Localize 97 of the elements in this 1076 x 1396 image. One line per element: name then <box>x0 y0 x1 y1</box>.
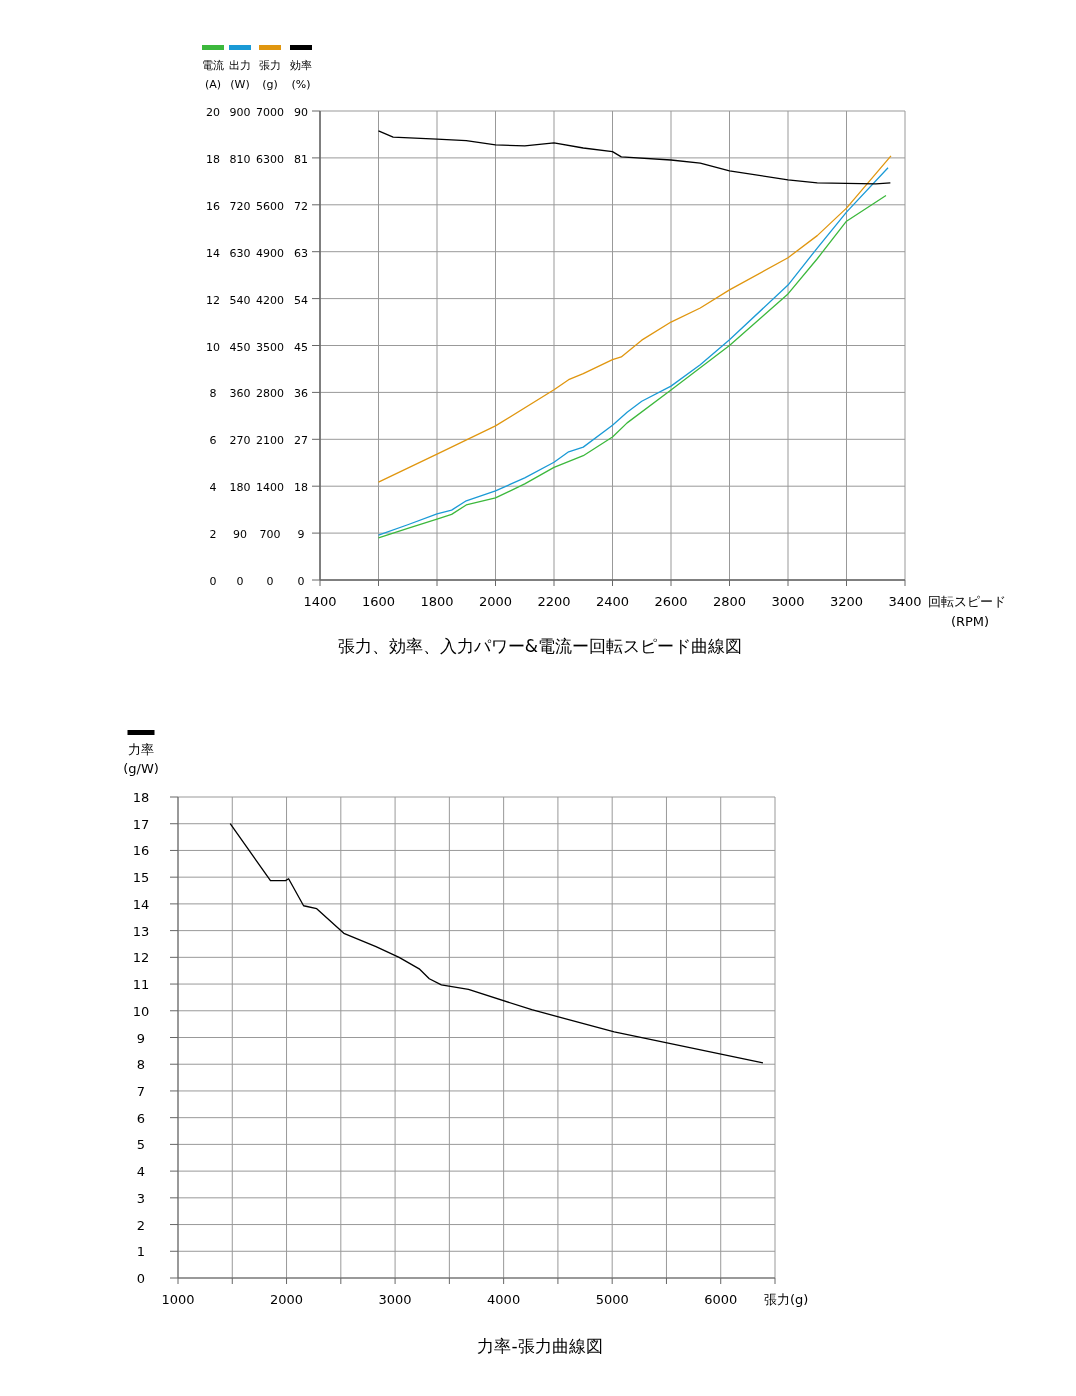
x-tick-label: 1800 <box>420 594 454 609</box>
x-tick-label: 3000 <box>378 1292 412 1307</box>
x-tick-label: 6000 <box>704 1292 738 1307</box>
y-tick-label: 90 <box>294 106 308 119</box>
x-axis-title: 回転スピード (RPM) <box>928 594 1006 629</box>
y-tick-label: 81 <box>294 152 308 166</box>
y-tick-label: 10 <box>206 340 220 354</box>
y-tick-label: 6 <box>136 1110 146 1126</box>
y-tick-label: 36 <box>294 387 308 401</box>
y2-tick-label: 4900 <box>256 246 284 260</box>
y-tick-label: 17 <box>132 816 150 832</box>
y-tick-label: 27 <box>294 434 308 448</box>
y-tick-label: 10 <box>132 1003 150 1019</box>
y-tick-label: 15 <box>132 870 150 886</box>
y2-tick-label: 4200 <box>256 293 284 307</box>
y2-tick-label: 2100 <box>256 434 284 448</box>
y-tick-label: 9 <box>136 1030 146 1046</box>
x-tick-label: 4000 <box>487 1292 521 1307</box>
y3-tick-label: 360 <box>229 387 251 401</box>
x-tick-label: 1400 <box>303 594 337 609</box>
y-tick-label: 12 <box>206 293 220 307</box>
x-tick-label: 3400 <box>888 594 922 609</box>
y-tick-label: 6 <box>209 434 217 448</box>
y-tick-label: 14 <box>206 246 220 260</box>
text: 張力、効率、入力パワー&電流ー回転スピード曲線図 <box>337 636 743 656</box>
y2-tick-label: 7000 <box>256 106 284 119</box>
y-tick-label: 0 <box>136 1271 146 1286</box>
y3-tick-label: 900 <box>229 106 251 119</box>
y-tick-label: 0 <box>209 575 217 588</box>
y-tick-label: 18 <box>132 790 150 805</box>
y-tick-label: 72 <box>294 199 308 213</box>
x-axis-title: 張力(g) <box>764 1292 809 1307</box>
y-axis-title: (%) <box>291 78 311 91</box>
text: 力率-張力曲線図 <box>477 1336 603 1356</box>
y-tick-label: 5 <box>136 1137 146 1153</box>
y-tick-label: 8 <box>209 387 217 401</box>
y-tick-label: 54 <box>294 293 308 307</box>
y-tick-label: 9 <box>297 528 305 542</box>
y-tick-label: 16 <box>132 843 150 859</box>
y-tick-label: 0 <box>297 575 305 588</box>
y-tick-label: 13 <box>132 923 150 939</box>
y-tick-label: 20 <box>206 106 220 119</box>
line-series <box>377 130 892 185</box>
x-tick-label: 1600 <box>361 594 396 609</box>
x-tick-label: 2600 <box>654 594 688 609</box>
legend-label: 電流 <box>202 59 224 72</box>
y2-tick-label: 1400 <box>256 481 284 495</box>
y-tick-label: 63 <box>294 246 308 260</box>
y3-tick-label: 270 <box>229 434 251 448</box>
line-series <box>377 155 892 483</box>
x-tick-label: 2200 <box>537 594 571 609</box>
y-tick-label: 7 <box>136 1083 146 1099</box>
y-tick-label: 18 <box>294 481 308 495</box>
y2-tick-label: 2800 <box>256 387 284 401</box>
y-tick-label: 2 <box>209 528 217 542</box>
y3-tick-label: 450 <box>229 340 251 354</box>
y2-tick-label: 700 <box>259 528 281 542</box>
line-series <box>229 823 764 1064</box>
y3-tick-label: 720 <box>229 199 251 213</box>
y-tick-label: 16 <box>206 199 220 213</box>
x-tick-label: 2000 <box>270 1292 304 1307</box>
y-tick-label: 11 <box>132 977 150 993</box>
x-tick-label: 2800 <box>712 594 747 609</box>
y2-tick-label: 3500 <box>256 340 284 354</box>
y-axis-title: (g/W) <box>123 761 159 776</box>
legend-label: 効率 <box>290 59 312 72</box>
y-tick-label: 8 <box>136 1057 146 1073</box>
legend-label: 張力 <box>259 59 281 72</box>
y-tick-label: 14 <box>132 896 150 912</box>
y-axis-title: (A) <box>204 78 222 91</box>
x-tick-label: 5000 <box>595 1292 629 1307</box>
x-tick-label: 1000 <box>161 1292 195 1307</box>
x-tick-label: 2400 <box>595 594 630 609</box>
y3-axis-title: (W) <box>230 78 250 91</box>
y3-tick-label: 180 <box>229 481 251 495</box>
y-tick-label: 12 <box>132 950 150 966</box>
y2-tick-label: 5600 <box>256 199 284 213</box>
y-tick-label: 45 <box>294 340 308 354</box>
y3-tick-label: 0 <box>236 575 244 588</box>
x-tick-label: 3200 <box>829 594 864 609</box>
y2-axis-title: (g) <box>262 78 278 91</box>
y-tick-label: 18 <box>206 152 220 166</box>
y-tick-label: 4 <box>209 481 217 495</box>
y-tick-label: 3 <box>136 1190 146 1206</box>
x-tick-label: 2000 <box>478 594 513 609</box>
x-tick-label: 3000 <box>771 594 805 609</box>
legend-label: 力率 <box>128 742 154 757</box>
y2-tick-label: 6300 <box>256 152 284 166</box>
y-tick-label: 4 <box>136 1164 146 1180</box>
y-tick-label: 2 <box>136 1217 146 1233</box>
y3-tick-label: 810 <box>229 152 251 166</box>
y3-tick-label: 90 <box>233 528 247 542</box>
y3-tick-label: 630 <box>229 246 251 260</box>
legend-label: 出力 <box>229 59 251 72</box>
y-tick-label: 1 <box>136 1244 146 1260</box>
y2-tick-label: 0 <box>266 575 274 588</box>
y3-tick-label: 540 <box>229 293 251 307</box>
